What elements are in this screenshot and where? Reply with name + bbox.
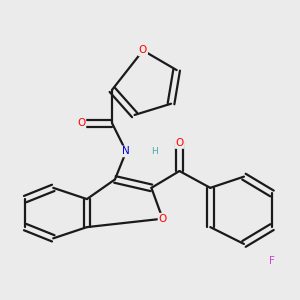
- Text: O: O: [77, 118, 86, 128]
- Text: F: F: [269, 256, 275, 266]
- Text: O: O: [139, 45, 147, 56]
- Text: H: H: [151, 147, 158, 156]
- Text: O: O: [158, 214, 167, 224]
- Text: O: O: [175, 138, 184, 148]
- Text: N: N: [122, 146, 130, 156]
